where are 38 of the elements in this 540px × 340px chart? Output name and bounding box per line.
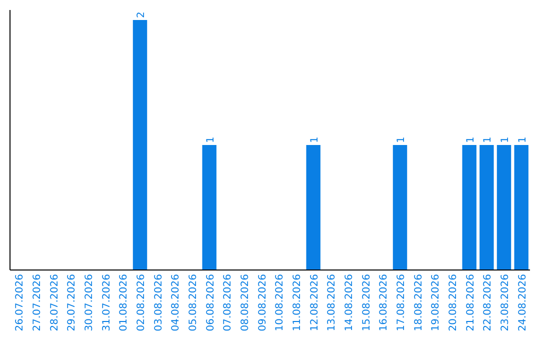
x-tick-label: 29.07.2026	[66, 274, 78, 332]
data-label: 2	[136, 12, 147, 18]
x-tick-label: 12.08.2026	[309, 274, 320, 332]
data-label: 1	[309, 136, 320, 143]
x-tick-label: 14.08.2026	[344, 274, 355, 332]
x-tick-label: 23.08.2026	[500, 274, 511, 332]
x-tick-label: 02.08.2026	[136, 274, 147, 332]
x-tick-label: 13.08.2026	[326, 274, 338, 332]
data-label: 1	[396, 136, 407, 143]
x-tick-label: 19.08.2026	[430, 274, 442, 332]
data-label: 1	[465, 136, 476, 143]
x-tick-label: 16.08.2026	[378, 274, 390, 332]
x-tick-label: 17.08.2026	[396, 274, 407, 332]
x-tick-label: 31.07.2026	[101, 274, 112, 332]
x-tick-label: 09.08.2026	[257, 274, 268, 332]
x-tick-label: 22.08.2026	[482, 274, 494, 332]
x-tick-label: 01.08.2026	[118, 274, 130, 332]
x-tick-label: 30.07.2026	[84, 274, 95, 332]
x-tick-label: 18.08.2026	[413, 274, 424, 332]
x-tick-label: 21.08.2026	[465, 274, 476, 332]
data-label: 1	[205, 136, 216, 143]
x-tick-label: 06.08.2026	[205, 274, 216, 332]
x-tick-label: 11.08.2026	[292, 274, 303, 332]
x-tick-label: 27.07.2026	[32, 274, 43, 332]
x-tick-label: 03.08.2026	[153, 274, 164, 332]
x-tick-label: 08.08.2026	[240, 274, 251, 332]
x-tick-label: 24.08.2026	[517, 274, 528, 332]
data-label: 1	[482, 136, 494, 143]
x-tick-label: 15.08.2026	[361, 274, 372, 332]
x-tick-label: 28.07.2026	[49, 274, 60, 332]
x-tick-label: 07.08.2026	[222, 274, 234, 332]
data-label: 1	[517, 136, 528, 143]
x-tick-label: 26.07.2026	[14, 274, 26, 332]
x-tick-label: 04.08.2026	[170, 274, 182, 332]
x-tick-label: 10.08.2026	[274, 274, 286, 332]
data-label: 1	[500, 136, 511, 143]
x-tick-label: 05.08.2026	[188, 274, 199, 332]
x-tick-label: 20.08.2026	[448, 274, 459, 332]
